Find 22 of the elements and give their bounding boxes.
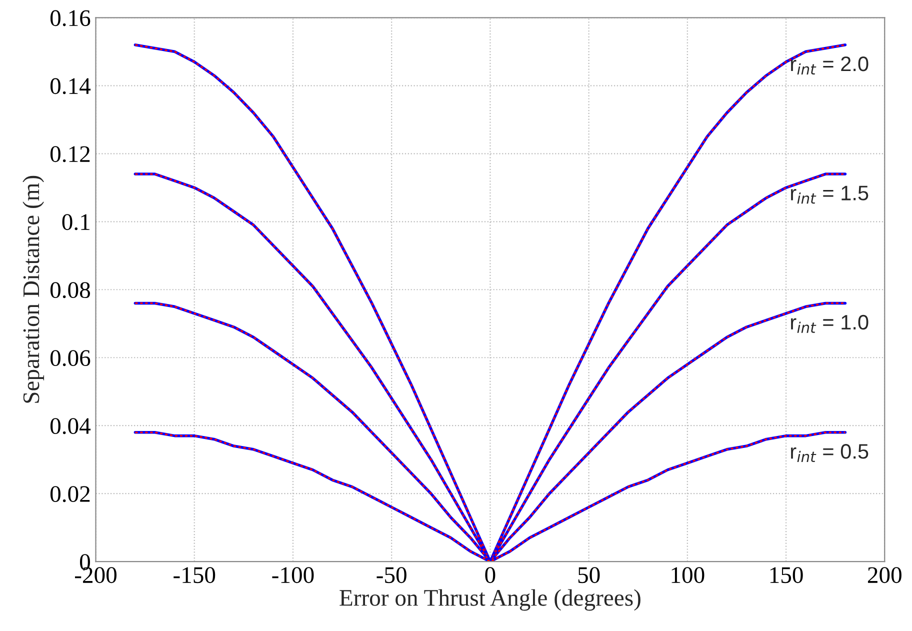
x-tick-label: 50: [578, 567, 600, 584]
x-tick-label: 200: [868, 567, 902, 584]
x-tick-label: 100: [672, 567, 704, 584]
y-tick-label: 0.04: [50, 418, 91, 434]
x-tick-label: 0: [485, 567, 496, 584]
y-tick-label: 0.08: [50, 282, 90, 298]
y-tick-label: 0.12: [50, 146, 90, 162]
x-tick-label: -50: [376, 567, 406, 584]
x-axis-title: Error on Thrust Angle (degrees): [340, 589, 640, 611]
annotation: r$_{int}$ = 1.0: [791, 314, 868, 333]
y-tick-label: 0.02: [50, 486, 90, 502]
annotation: r$_{int}$ = 2.0: [791, 56, 868, 74]
x-tick-label: -150: [174, 567, 216, 584]
x-tick-label: 150: [770, 567, 803, 584]
y-tick-label: 0.16: [50, 10, 90, 26]
y-tick-label: 0.1: [62, 214, 90, 230]
x-tick-label: -100: [272, 567, 314, 584]
y-tick-label: 0.06: [50, 350, 90, 366]
y-axis-title: Separation Distance (m): [22, 176, 44, 403]
y-tick-label: 0.14: [50, 78, 91, 94]
annotation: r$_{int}$ = 0.5: [791, 444, 868, 462]
annotation: r$_{int}$ = 1.5: [791, 186, 868, 204]
